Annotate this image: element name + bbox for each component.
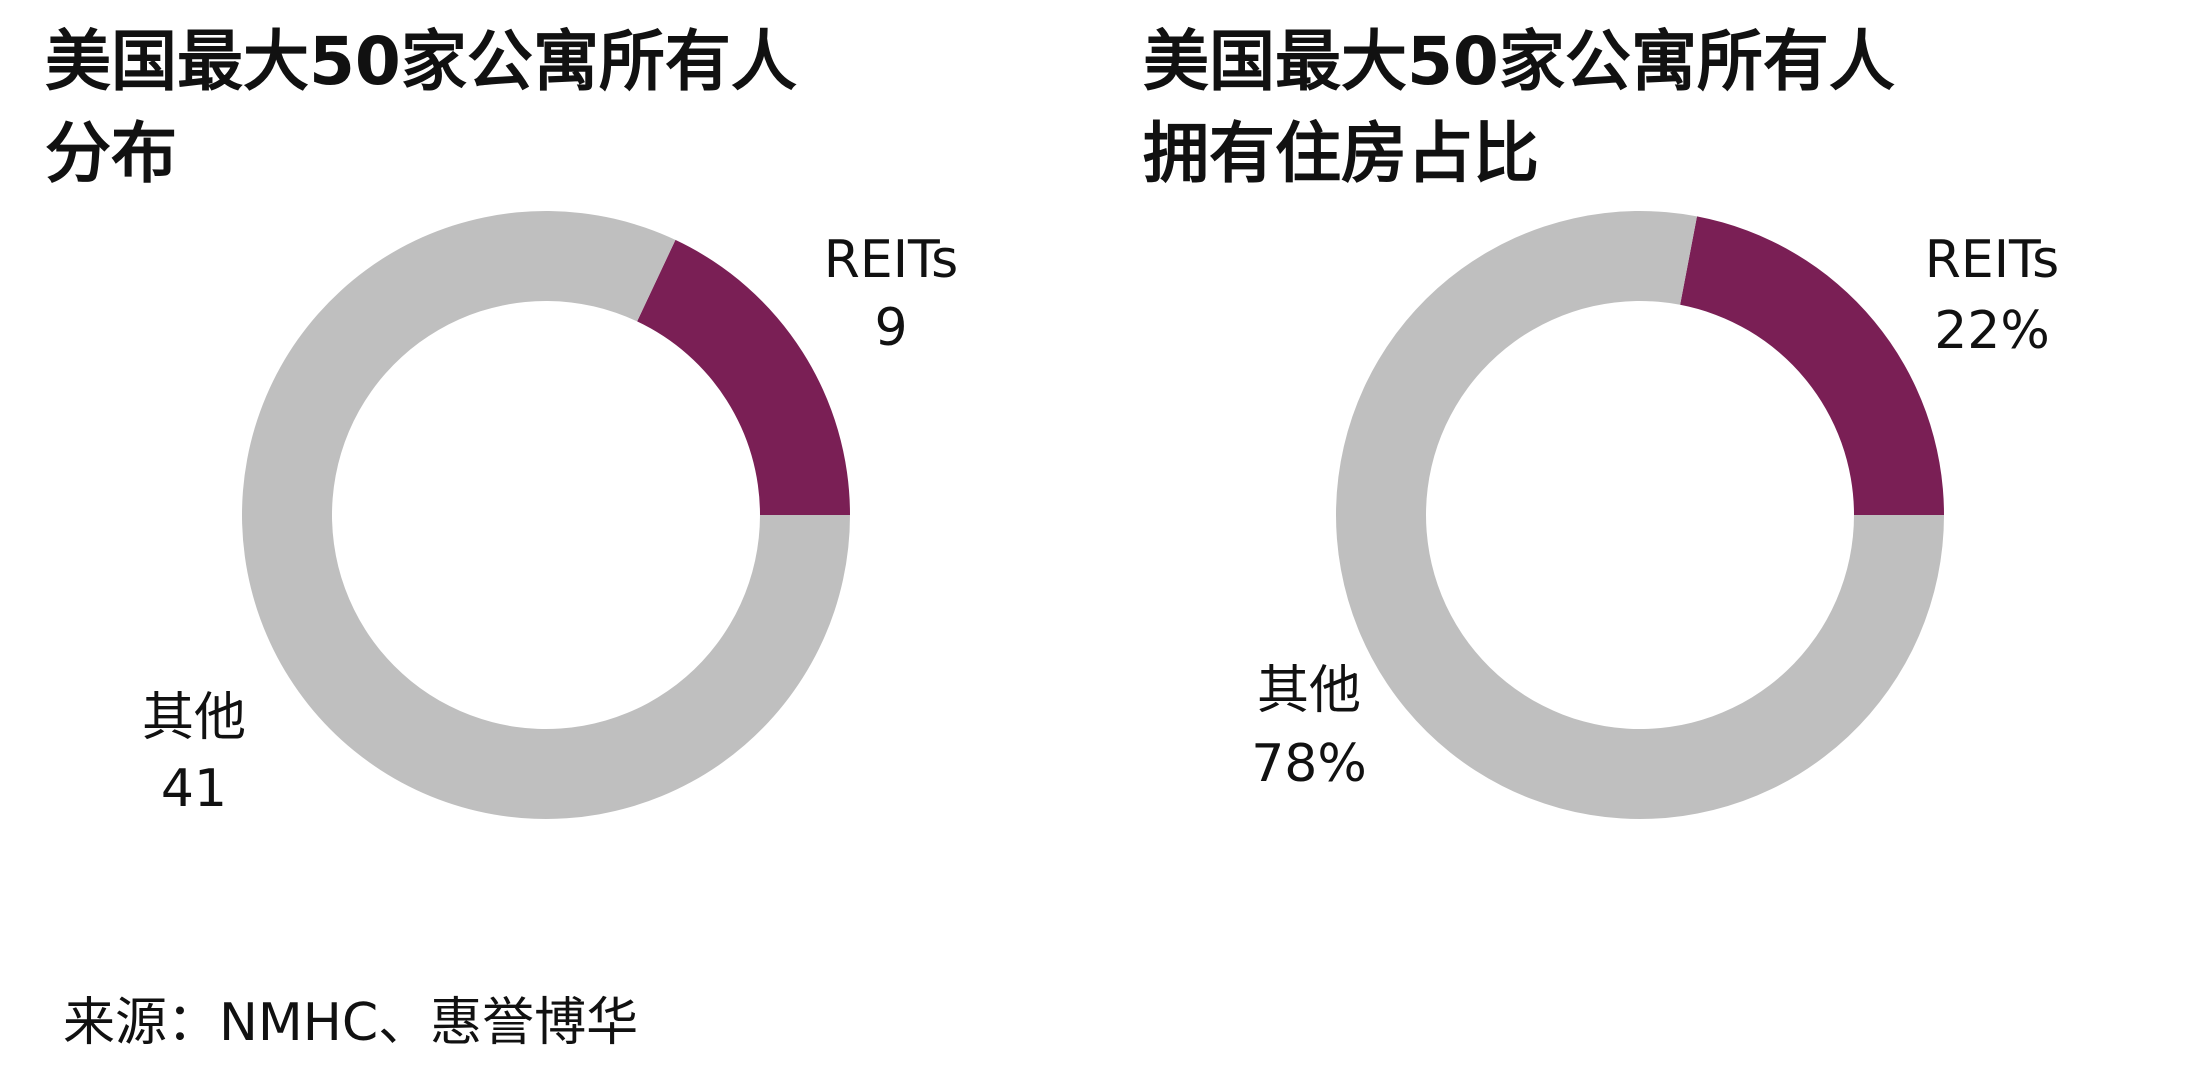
donut-segment bbox=[1680, 216, 1944, 515]
donut-segment bbox=[1335, 210, 1944, 819]
value-label: 22% bbox=[1934, 301, 2050, 361]
source-note: 来源：NMHC、惠誉博华 bbox=[63, 993, 639, 1053]
value-label: 9 bbox=[874, 298, 907, 358]
donut-segment bbox=[242, 210, 850, 819]
value-label: 41 bbox=[161, 759, 227, 819]
donut-segment bbox=[637, 239, 850, 516]
segment-label: 其他 bbox=[1257, 661, 1361, 721]
value-label: 78% bbox=[1251, 734, 1367, 794]
segment-label: 其他 bbox=[142, 688, 246, 748]
segment-label: REITs bbox=[1925, 230, 2060, 290]
chart-title: 美国最大50家公寓所有人分布 bbox=[45, 23, 797, 192]
chart-title: 美国最大50家公寓所有人拥有住房占比 bbox=[1143, 23, 1895, 192]
segment-label: REITs bbox=[824, 230, 959, 290]
